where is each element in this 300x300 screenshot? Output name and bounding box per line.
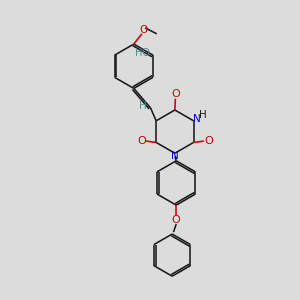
- Text: O: O: [204, 136, 213, 146]
- Text: O: O: [172, 215, 181, 225]
- Text: N: N: [171, 151, 179, 161]
- Text: O: O: [137, 136, 146, 146]
- Text: H: H: [139, 101, 146, 112]
- Text: O: O: [171, 89, 180, 99]
- Text: H: H: [199, 110, 207, 120]
- Text: N: N: [194, 114, 201, 124]
- Text: O: O: [139, 25, 147, 35]
- Text: HO: HO: [135, 48, 150, 58]
